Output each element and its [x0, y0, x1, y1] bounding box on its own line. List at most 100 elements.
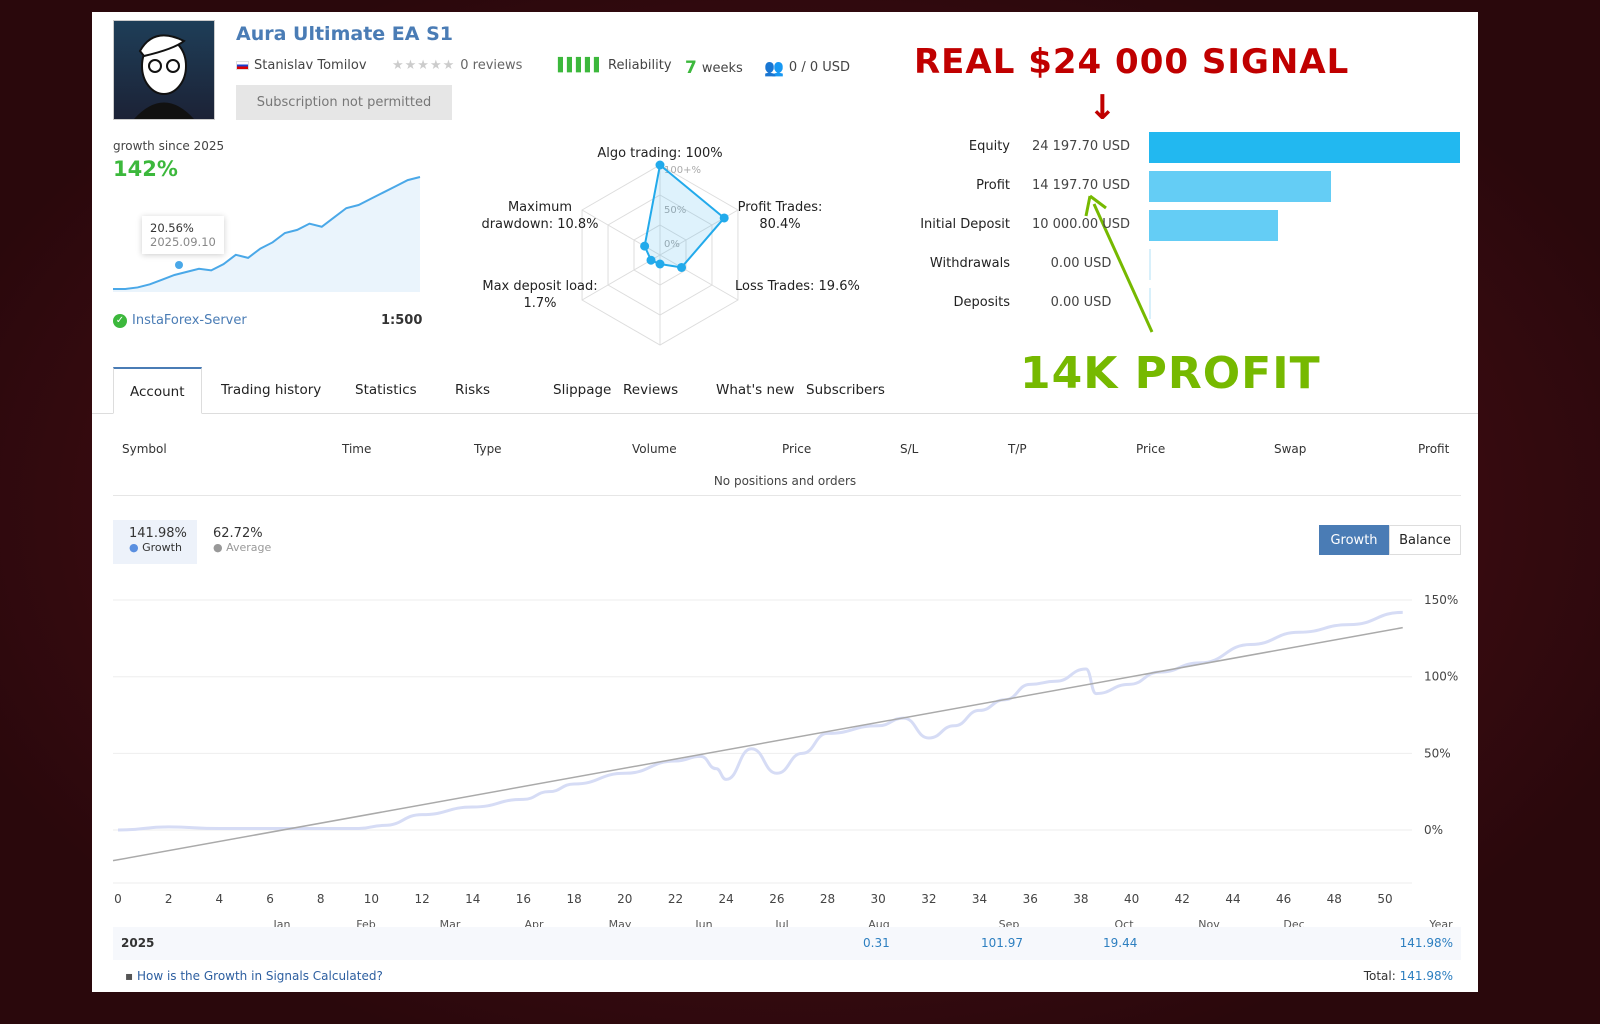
- x-tick-label: 12: [414, 892, 429, 906]
- x-tick-label: 42: [1175, 892, 1190, 906]
- growth-label: growth since 2025: [113, 139, 225, 153]
- tab-what-s-new[interactable]: What's new: [716, 382, 795, 398]
- avatar: [113, 20, 215, 120]
- annotation-real-signal: REAL $24 000 SIGNAL: [914, 42, 1350, 82]
- total-value: 141.98%: [1399, 969, 1453, 983]
- divider: [113, 495, 1461, 496]
- x-tick-label: 36: [1023, 892, 1038, 906]
- sparkline-point: [175, 261, 183, 269]
- x-tick-label: 46: [1276, 892, 1291, 906]
- column-header[interactable]: Time: [342, 442, 372, 456]
- radar-axis-label: drawdown: 10.8%: [481, 217, 598, 232]
- weeks: 7 weeks: [685, 58, 743, 78]
- tab-risks[interactable]: Risks: [455, 382, 491, 398]
- x-tick-label: 26: [769, 892, 784, 906]
- reliability: ▌▌▌▌▌ Reliability: [558, 58, 672, 73]
- x-tick-label: 14: [465, 892, 480, 906]
- balance-bar: [1149, 210, 1278, 241]
- weeks-label: weeks: [701, 60, 743, 76]
- tab-trading-history[interactable]: Trading history: [221, 382, 322, 398]
- x-tick-label: 32: [921, 892, 936, 906]
- tab-subscribers[interactable]: Subscribers: [806, 382, 885, 398]
- column-header[interactable]: S/L: [900, 442, 919, 456]
- radar-point: [677, 262, 687, 272]
- column-header[interactable]: Type: [474, 442, 502, 456]
- server-name[interactable]: InstaForex-Server: [132, 313, 247, 328]
- reviews-count: 0 reviews: [460, 58, 523, 73]
- x-tick-label: 24: [719, 892, 734, 906]
- radar-point: [719, 213, 729, 223]
- x-tick-label: 48: [1327, 892, 1342, 906]
- sparkline-line: [113, 176, 421, 290]
- author[interactable]: Stanislav Tomilov: [236, 58, 367, 73]
- server[interactable]: ✓ InstaForex-Server: [113, 313, 247, 328]
- x-tick-label: 22: [668, 892, 683, 906]
- x-tick-label: 44: [1225, 892, 1240, 906]
- help-link-text[interactable]: How is the Growth in Signals Calculated?: [136, 969, 383, 983]
- balance-value: 0.00 USD: [1050, 295, 1112, 310]
- average-dot-icon: ●: [213, 541, 227, 554]
- average-legend-label: Average: [226, 541, 272, 554]
- balance-value: 0.00 USD: [1050, 256, 1112, 271]
- radar-axis-label: Max deposit load:: [482, 279, 597, 294]
- green-arrow-icon: [1084, 194, 1154, 333]
- x-tick-label: 10: [364, 892, 379, 906]
- column-header[interactable]: Price: [1136, 442, 1166, 456]
- tooltip-value: 20.56%: [150, 221, 194, 235]
- column-header[interactable]: Price: [782, 442, 812, 456]
- help-link[interactable]: ▪ How is the Growth in Signals Calculate…: [125, 969, 383, 983]
- average-legend[interactable]: 62.72% ● Average: [213, 526, 271, 554]
- verified-shield-icon: ✓: [113, 313, 127, 328]
- author-name[interactable]: Stanislav Tomilov: [254, 58, 367, 73]
- radar-spoke: [659, 254, 739, 301]
- x-tick-label: 4: [216, 892, 224, 906]
- y-tick-label: 50%: [1424, 746, 1451, 760]
- down-arrow-icon: ↓: [1088, 88, 1117, 128]
- balance-button[interactable]: Balance: [1389, 525, 1461, 555]
- column-header[interactable]: Profit: [1418, 442, 1450, 456]
- signal-title[interactable]: Aura Ultimate EA S1: [236, 23, 453, 45]
- balance-value: 14 197.70 USD: [1031, 178, 1131, 193]
- growth-legend-value: 141.98%: [129, 526, 187, 541]
- oct-value: 19.44: [1103, 936, 1138, 950]
- book-icon: ▪: [125, 969, 137, 983]
- tab-reviews[interactable]: Reviews: [623, 382, 679, 398]
- column-header[interactable]: Symbol: [122, 442, 167, 456]
- balance-label: Initial Deposit: [920, 217, 1010, 232]
- y-tick-label: 150%: [1424, 593, 1458, 607]
- balance-bar: [1149, 249, 1151, 280]
- rating[interactable]: ★★★★★ 0 reviews: [392, 58, 522, 73]
- balance-bar: [1149, 288, 1151, 319]
- subscribers-value: 0 / 0 USD: [788, 60, 851, 75]
- no-positions-text: No positions and orders: [713, 474, 857, 488]
- balance-bar: [1149, 132, 1460, 163]
- reliability-bars-icon: ▌▌▌▌▌: [558, 58, 604, 73]
- annotation-profit: 14K PROFIT: [1020, 348, 1321, 399]
- radar-chart: 100+% 50% 0% Algo trading: 100% Profit Trade…: [481, 146, 860, 346]
- radar-point: [655, 160, 665, 170]
- tab-account[interactable]: Account: [113, 367, 202, 414]
- column-header[interactable]: Volume: [632, 442, 677, 456]
- reliability-label: Reliability: [608, 58, 672, 73]
- x-tick-label: 6: [266, 892, 274, 906]
- year-total: 141.98%: [1399, 936, 1453, 950]
- russia-flag-icon: [236, 61, 249, 70]
- radar-spoke: [581, 254, 661, 301]
- column-header[interactable]: Swap: [1274, 442, 1307, 456]
- growth-button[interactable]: Growth: [1319, 525, 1389, 555]
- sparkline-tooltip: 20.56% 2025.09.10: [142, 216, 224, 254]
- tab-slippage[interactable]: Slippage: [553, 382, 612, 398]
- tab-statistics[interactable]: Statistics: [355, 382, 417, 398]
- balance-value: 24 197.70 USD: [1031, 139, 1131, 154]
- growth-legend[interactable]: 141.98% ● Growth: [113, 520, 197, 564]
- radar-point: [646, 255, 656, 265]
- total-label: Total:: [1363, 969, 1396, 983]
- column-header[interactable]: T/P: [1008, 442, 1027, 456]
- year-label: 2025: [121, 936, 155, 950]
- users-icon: 👥: [764, 58, 784, 77]
- subscription-button[interactable]: Subscription not permitted: [236, 85, 452, 120]
- x-tick-label: 34: [972, 892, 987, 906]
- x-tick-label: 28: [820, 892, 835, 906]
- balance-label: Equity: [968, 139, 1010, 154]
- x-tick-label: 0: [114, 892, 122, 906]
